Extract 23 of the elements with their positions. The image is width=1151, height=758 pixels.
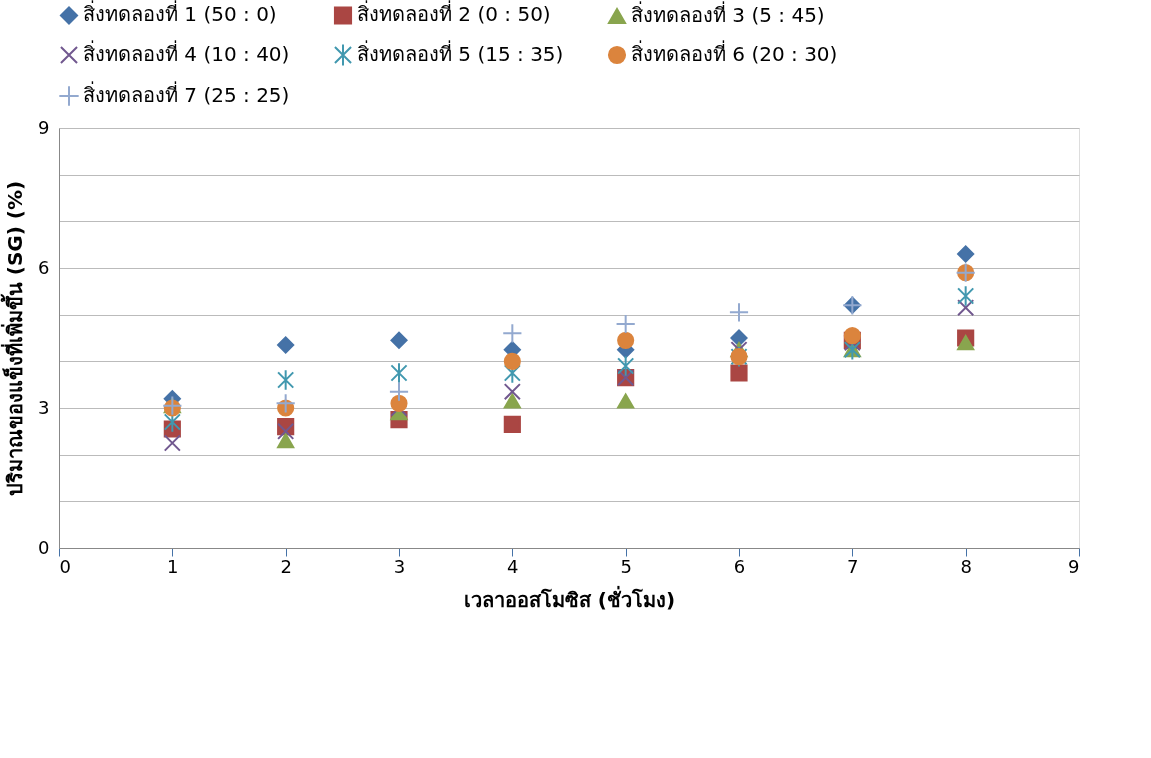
x-tick-label: 2 [280, 555, 292, 577]
y-tick-label: 9 [38, 116, 50, 138]
x-tick-label: 3 [393, 555, 406, 577]
x-tick-label: 0 [59, 555, 71, 577]
legend-label: สิ่งทดลองที่ 1 (50 : 0) [83, 0, 277, 27]
x-tick-label: 4 [507, 555, 519, 577]
x-tick-label: 6 [733, 555, 746, 577]
legend-label: สิ่งทดลองที่ 5 (15 : 35) [357, 40, 564, 66]
y-axis-title: ปริมาณของแข็งที่เพิ่มขึ้น (SG) (%) [0, 180, 28, 497]
legend-label: สิ่งทดลองที่ 4 (10 : 40) [83, 40, 290, 66]
legend-label: สิ่งทดลองที่ 2 (0 : 50) [357, 0, 551, 27]
legend-label: สิ่งทดลองที่ 6 (20 : 30) [631, 40, 838, 66]
x-tick-label: 1 [167, 555, 179, 577]
x-tick-label: 9 [1068, 555, 1080, 577]
y-tick-label: 0 [38, 536, 50, 558]
y-tick-label: 3 [38, 396, 50, 418]
x-tick-label: 5 [620, 555, 632, 577]
x-tick-label: 7 [847, 555, 859, 577]
x-tick-label: 8 [960, 555, 972, 577]
y-tick-label: 6 [38, 256, 50, 278]
legend-label: สิ่งทดลองที่ 7 (25 : 25) [83, 81, 290, 107]
x-axis-title: เวลาออสโมซิส (ชั่วโมง) [463, 584, 676, 612]
legend-label: สิ่งทดลองที่ 3 (5 : 45) [631, 1, 825, 28]
